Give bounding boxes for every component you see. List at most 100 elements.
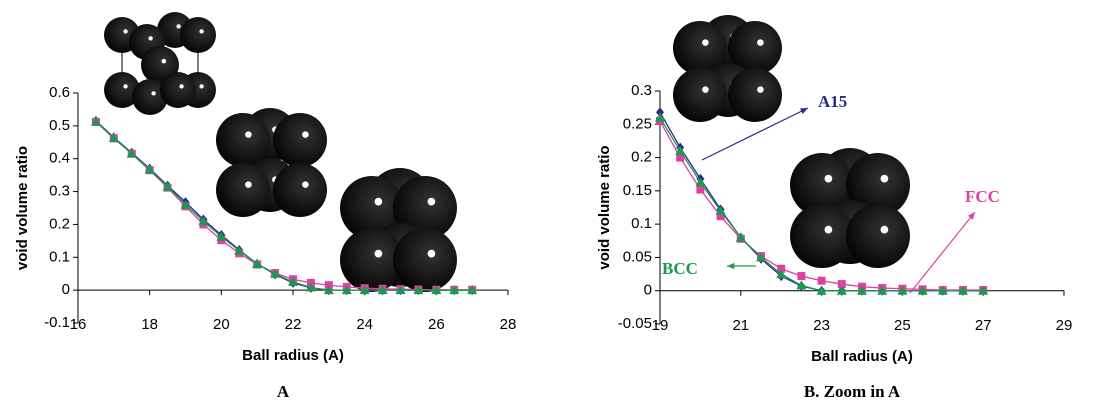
marker [897, 285, 908, 295]
sphere-highlight [151, 91, 156, 96]
y-tick-label: 0.6 [49, 84, 70, 101]
sphere-highlight [161, 58, 167, 64]
y-tick-label: 0.15 [623, 182, 652, 199]
marker [716, 212, 725, 221]
sphere [340, 176, 404, 240]
sphere [340, 228, 404, 292]
y-tick-label: 0.3 [631, 82, 652, 99]
y-tick-label: 0.3 [49, 183, 70, 200]
sphere [673, 21, 727, 75]
sphere [790, 204, 854, 268]
sphere-highlight [123, 84, 128, 89]
sphere [273, 163, 327, 217]
marker [777, 264, 786, 273]
x-tick-label: 18 [141, 316, 158, 333]
marker [180, 199, 191, 209]
marker [817, 276, 826, 285]
y-axis-title: void volume ratio [596, 145, 613, 269]
sphere-highlight [427, 249, 436, 258]
y-tick-label: 0.1 [49, 248, 70, 265]
series-label: FCC [965, 187, 1000, 206]
marker [305, 282, 316, 292]
sphere [216, 163, 270, 217]
annotation-arrow [909, 211, 976, 294]
marker [796, 280, 807, 290]
marker [431, 285, 442, 295]
x-axis-title: Ball radius (A) [242, 347, 344, 364]
sphere-highlight [427, 197, 436, 206]
marker [695, 177, 706, 187]
marker [323, 285, 334, 295]
sphere-highlight [199, 29, 204, 34]
sphere [216, 113, 270, 167]
marker [341, 285, 352, 295]
sphere-highlight [757, 86, 764, 93]
marker [655, 112, 665, 122]
x-tick-label: 24 [356, 316, 373, 333]
marker [837, 280, 846, 289]
marker [252, 258, 263, 268]
sphere-highlight [702, 86, 709, 93]
marker [162, 181, 173, 191]
sphere [104, 72, 140, 108]
marker [877, 285, 888, 295]
marker [288, 276, 298, 286]
marker [144, 164, 155, 174]
marker [978, 285, 989, 295]
sphere [180, 17, 216, 53]
marker [198, 216, 209, 226]
marker [676, 153, 685, 162]
y-tick-label: 0.2 [49, 215, 70, 232]
x-tick-label: 28 [500, 316, 517, 333]
marker [234, 245, 245, 255]
marker [395, 285, 406, 295]
marker [90, 116, 101, 126]
x-tick-label: 25 [894, 317, 911, 334]
sphere [393, 176, 457, 240]
series-label: BCC [662, 259, 698, 278]
sphere-highlight [199, 84, 204, 89]
y-tick-label: 0.1 [631, 215, 652, 232]
marker [836, 285, 847, 295]
sphere-highlight [123, 29, 128, 34]
y-tick-label: 0.4 [49, 150, 70, 167]
sphere [273, 113, 327, 167]
annotation-arrowhead [967, 212, 975, 220]
marker [735, 232, 746, 242]
series-line [95, 121, 473, 291]
marker [377, 285, 388, 295]
chart-title: B. Zoom in A [804, 382, 901, 401]
marker [270, 268, 281, 278]
sphere-highlight [824, 174, 833, 183]
sphere-highlight [302, 181, 309, 188]
sphere [393, 228, 457, 292]
sphere-highlight [245, 131, 252, 138]
sphere [673, 68, 727, 122]
x-tick-label: 16 [70, 316, 87, 333]
x-tick-label: 29 [1056, 317, 1073, 334]
sphere-highlight [148, 36, 153, 41]
y-tick-label: -0.05 [618, 315, 652, 332]
sphere-highlight [702, 39, 709, 46]
y-tick-label: 0.25 [623, 115, 652, 132]
sphere-highlight [179, 84, 184, 89]
marker [937, 285, 948, 295]
x-tick-label: 26 [428, 316, 445, 333]
sphere [846, 204, 910, 268]
y-tick-label: 0.05 [623, 248, 652, 265]
annotation-arrowhead [727, 262, 735, 270]
x-tick-label: 21 [732, 317, 749, 334]
marker [216, 231, 227, 241]
y-axis-title: void volume ratio [14, 146, 31, 270]
sphere-highlight [880, 225, 889, 234]
marker [958, 285, 968, 295]
y-tick-label: 0 [644, 282, 652, 299]
sphere [728, 68, 782, 122]
x-axis-title: Ball radius (A) [811, 348, 913, 365]
sphere-highlight [824, 225, 833, 234]
annotation-arrow [701, 107, 809, 161]
marker [917, 285, 928, 295]
sphere [728, 21, 782, 75]
